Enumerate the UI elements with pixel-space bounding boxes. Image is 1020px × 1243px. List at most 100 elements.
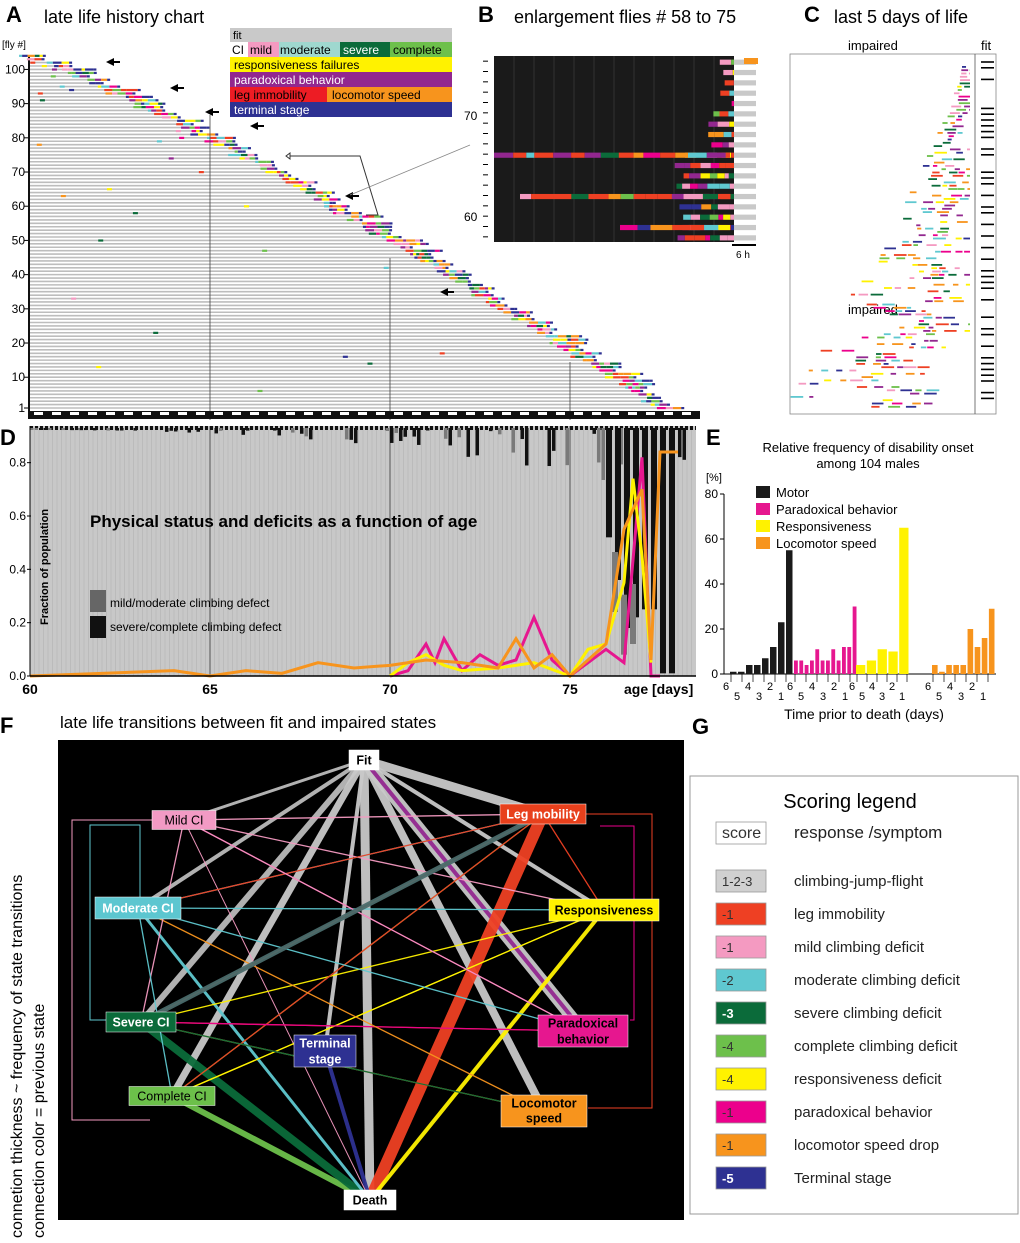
fly-row-impaired [478,290,486,293]
c-segment [907,333,917,336]
fly-row-episode [439,352,445,355]
b-stripe [588,193,609,200]
e-legend-label: Locomotor speed [776,536,876,551]
c-segment [875,356,881,359]
fly-row-terminal [107,78,111,81]
b-stripe [672,224,691,231]
c-segment [935,316,942,319]
fly-row-impaired [647,396,653,399]
c-segment [900,389,912,392]
score-symptom: leg immobility [794,906,885,923]
c-segment [916,224,921,227]
c-segment [849,369,857,372]
fly-row-impaired [224,143,230,146]
legend-severe-label: severe [343,43,379,57]
d-deficit-bar [43,428,47,431]
d-deficit-bar [592,428,596,434]
d-xtick-label: 75 [562,681,578,697]
c-segment [950,323,960,326]
e-xtick-label: 4 [947,681,953,693]
day-segment [142,412,151,415]
c-segment [874,386,884,388]
c-segment [961,69,969,72]
b-cell [708,121,718,127]
e-xtick-label: 2 [831,681,837,693]
fly-row-impaired [536,324,544,328]
b-cell [709,214,719,220]
d-xtick-label: 70 [382,681,398,697]
c-segment [913,244,918,246]
panel-f-title: late life transitions between fit and im… [60,713,436,732]
panel-e: E Relative frequency of disability onset… [705,425,996,722]
a-ytick-label: 30 [12,302,26,316]
fly-row-impaired [613,376,621,379]
fly-row-terminal [274,167,278,170]
fly-row-impaired [591,352,599,355]
fly-row-impaired [305,191,312,194]
d-deficit-bar [106,428,110,431]
c-segment [894,287,902,289]
c-segment [918,320,924,322]
c-segment [897,366,904,369]
d-ytick-label: 0.8 [9,456,26,470]
b-cell [734,131,756,138]
network-edge [137,907,173,1097]
a-ytick-label: 60 [12,199,26,213]
fly-row-impaired [567,338,571,341]
c-segment [882,303,895,306]
a-ytick-label: 80 [12,131,26,145]
c-segment [870,293,884,296]
fly-row-terminal [546,324,550,328]
fly-row-impaired [237,150,243,153]
legend-fit-label: fit [233,30,242,42]
arrow-marker [440,288,454,296]
fly-row-terminal [580,348,584,352]
score-swatch [715,1133,767,1157]
panel-f-side-1: connetion thickness ~ frequency of state… [9,875,26,1238]
fly-row-terminal [69,65,73,68]
c-segment [957,89,962,91]
fly-row-impaired [560,338,568,341]
b-cell [718,214,724,220]
score-value: -1 [722,907,734,922]
fly-row-terminal [504,304,508,307]
c-segment [967,188,970,190]
fly-row-impaired [280,171,285,174]
c-segment [917,264,928,266]
day-segment [448,412,457,415]
fly-row-episode [198,171,204,174]
c-segment [876,353,882,355]
fly-row-impaired [129,99,136,102]
fly-row-impaired [489,300,498,304]
c-segment [954,267,960,270]
fly-row-impaired [125,92,133,95]
arrow-marker [170,84,184,92]
fly-row-impaired [27,54,35,57]
fly-row-impaired [483,294,491,297]
fly-row-impaired [497,307,504,311]
fly-row-impaired [650,403,655,406]
b-cell [734,193,756,200]
c-segment [942,184,948,187]
fly-row-terminal [215,133,219,136]
e-bar [746,665,753,674]
c-segment [856,356,869,359]
d-deficit-bar [291,428,295,433]
fly-row-impaired [604,376,614,379]
fly-row-impaired [255,160,259,163]
c-segment [957,188,965,190]
fly-row-impaired [600,365,607,369]
b-cell [711,204,718,210]
day-segment [628,412,637,415]
b-stripe [633,193,646,200]
b-cell [732,69,734,76]
fly-row-impaired [583,355,593,358]
e-xtick-label: 1 [980,691,986,703]
network-edge [89,824,141,1021]
day-segment [646,412,655,415]
c-segment [891,402,903,405]
a-ytick-label: 40 [12,268,26,282]
b-stripe [725,152,730,158]
c-segment [948,273,957,276]
fly-row-impaired [327,191,332,194]
